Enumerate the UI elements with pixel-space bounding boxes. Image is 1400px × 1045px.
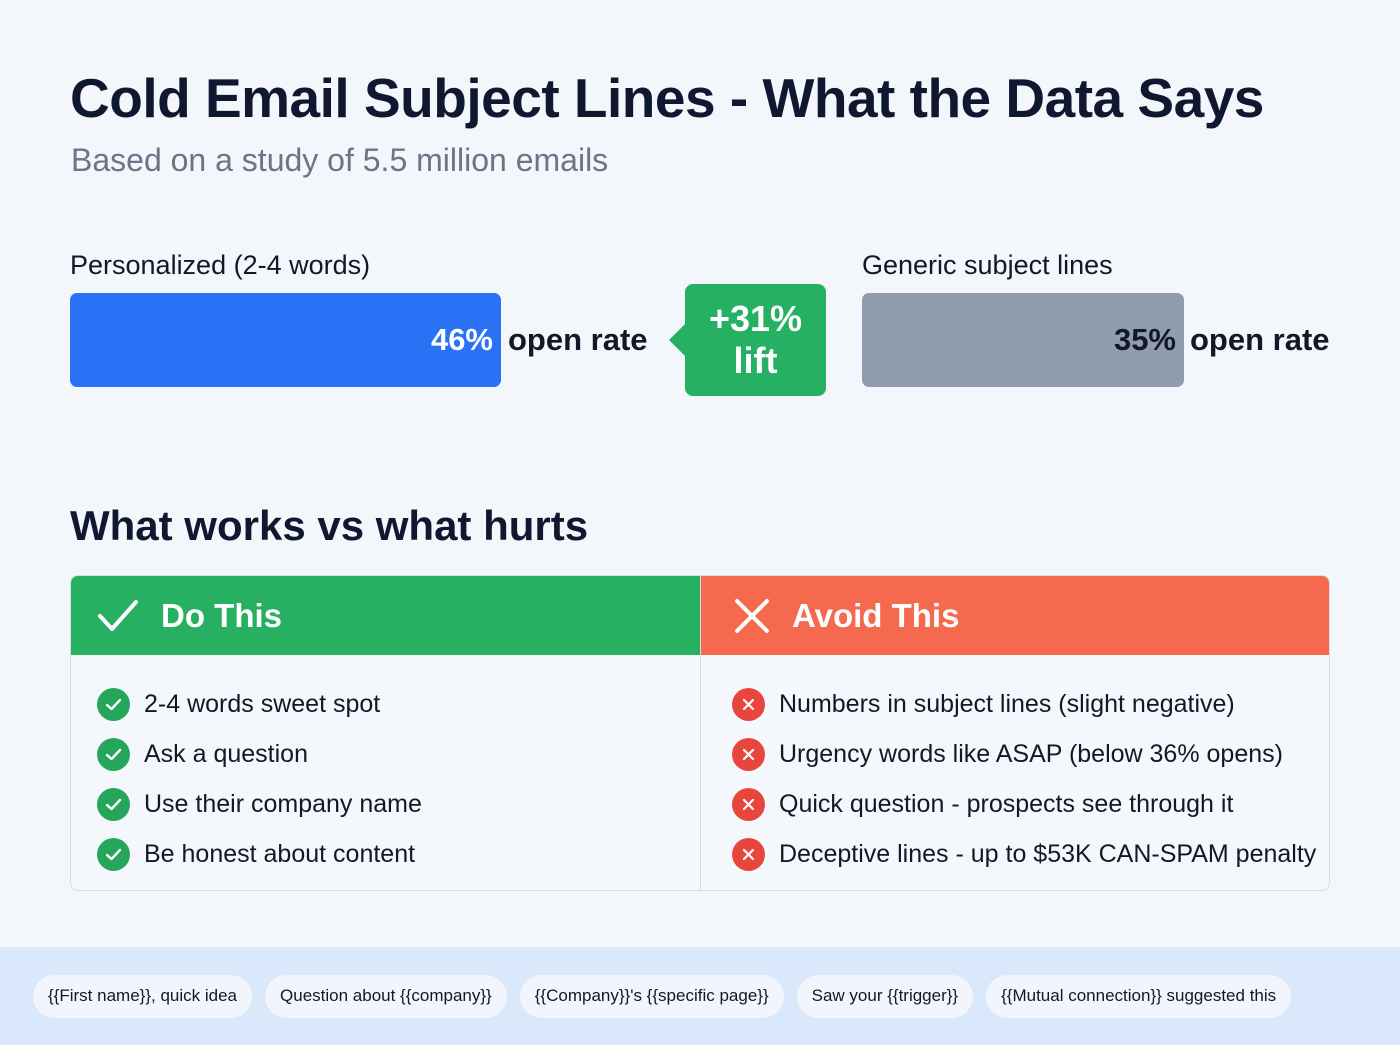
checkmark-icon [98,599,138,631]
do-item: Ask a question [97,729,700,779]
avoid-item: Deceptive lines - up to $53K CAN-SPAM pe… [732,829,1329,879]
avoid-item: Urgency words like ASAP (below 36% opens… [732,729,1329,779]
do-item-text: Be honest about content [144,839,416,868]
check-circle-icon [97,687,130,721]
section-heading: What works vs what hurts [70,502,589,549]
x-circle-icon [732,787,765,821]
do-item-text: Ask a question [144,739,308,768]
do-avoid-table: Do This 2-4 words sweet spot Ask a quest… [70,575,1330,891]
example-chip: Saw your {{trigger}} [796,974,974,1018]
example-chip: {{Company}}'s {{specific page}} [519,974,784,1018]
x-circle-icon [732,837,765,871]
avoid-item-text: Urgency words like ASAP (below 36% opens… [779,739,1283,768]
avoid-item: Quick question - prospects see through i… [732,779,1329,829]
x-circle-icon [732,687,765,721]
avoid-column: Avoid This Numbers in subject lines (sli… [700,576,1329,890]
page-title: Cold Email Subject Lines - What the Data… [70,67,1264,129]
lift-label: lift [733,340,778,381]
avoid-item: Numbers in subject lines (slight negativ… [732,679,1329,729]
example-chip: {{Mutual connection}} suggested this [986,974,1292,1018]
do-item-text: Use their company name [144,789,422,818]
personalized-value: 46% [430,322,493,357]
do-title: Do This [161,596,282,634]
avoid-item-text: Numbers in subject lines (slight negativ… [779,689,1235,718]
avoid-title: Avoid This [792,596,960,634]
generic-bar: 35% [862,293,1184,387]
lift-badge: +31% lift [669,284,826,396]
page-subtitle: Based on a study of 5.5 million emails [71,142,609,178]
check-circle-icon [97,787,130,821]
personalized-bar: 46% [70,293,501,387]
x-icon [735,598,769,633]
do-header: Do This [71,576,700,655]
example-subject-lines: {{First name}}, quick idea Question abou… [0,947,1400,1045]
lift-value: +31% [708,298,803,339]
do-item: Use their company name [97,779,700,829]
do-column: Do This 2-4 words sweet spot Ask a quest… [71,576,700,890]
avoid-item-text: Deceptive lines - up to $53K CAN-SPAM pe… [779,839,1317,868]
avoid-item-text: Quick question - prospects see through i… [779,789,1234,818]
x-circle-icon [732,737,765,771]
do-item-text: 2-4 words sweet spot [144,689,381,718]
generic-value: 35% [1113,322,1176,357]
do-item: 2-4 words sweet spot [97,679,700,729]
generic-bar-label: Generic subject lines [862,250,1113,280]
example-chip: {{First name}}, quick idea [33,974,253,1018]
do-item: Be honest about content [97,829,700,879]
personalized-suffix: open rate [508,322,648,357]
personalized-bar-label: Personalized (2-4 words) [70,250,371,280]
check-circle-icon [97,737,130,771]
example-chip: Question about {{company}} [265,974,507,1018]
avoid-header: Avoid This [701,576,1329,655]
check-circle-icon [97,837,130,871]
generic-suffix: open rate [1190,322,1330,357]
